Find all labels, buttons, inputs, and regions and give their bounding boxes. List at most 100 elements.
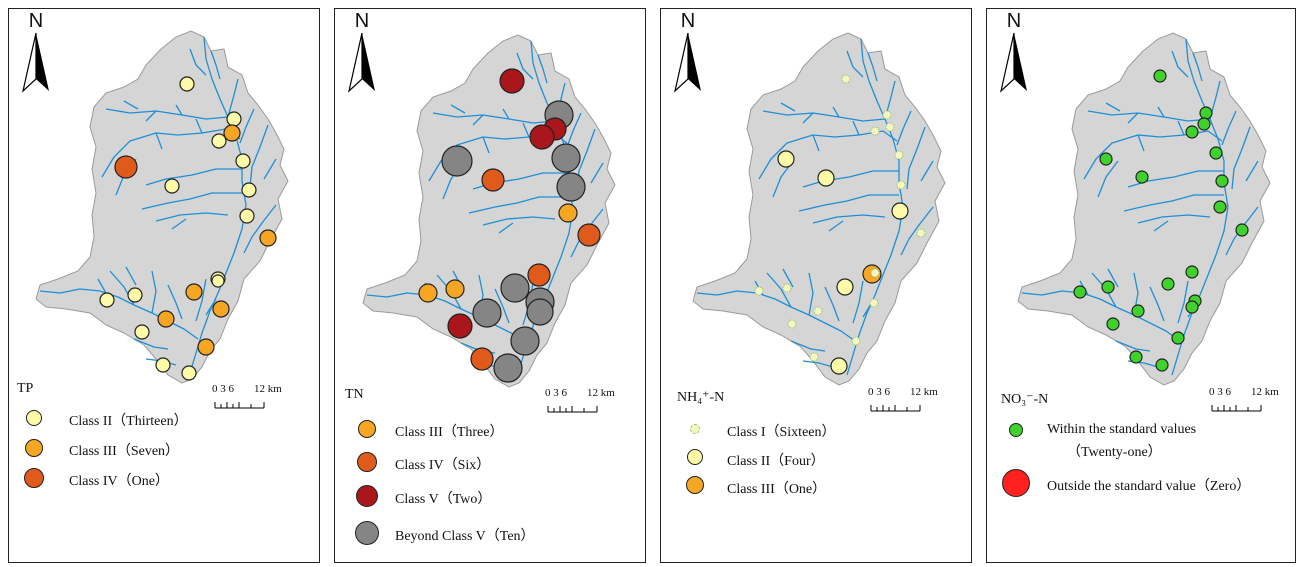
river-line bbox=[498, 222, 514, 234]
sampling-site-marker bbox=[157, 310, 175, 328]
sampling-site-marker bbox=[1135, 170, 1149, 184]
river-line bbox=[482, 216, 556, 226]
river-line bbox=[1083, 130, 1223, 180]
scale-bar-graphic bbox=[1211, 405, 1262, 412]
map-panel-no3n: N 0 3 6 12 km NO₃⁻-N Within the standard… bbox=[986, 8, 1296, 563]
class-iii-symbol bbox=[686, 476, 704, 494]
sampling-site-marker bbox=[1073, 285, 1087, 299]
river-line bbox=[1149, 286, 1165, 322]
sampling-site-marker bbox=[787, 319, 797, 329]
north-arrow-icon bbox=[347, 32, 375, 93]
sampling-site-marker bbox=[181, 365, 197, 381]
river-line bbox=[516, 52, 534, 80]
sampling-site-marker bbox=[1215, 174, 1229, 188]
sampling-site-marker bbox=[223, 124, 241, 142]
sampling-site-marker bbox=[556, 172, 586, 202]
sampling-site-marker bbox=[1185, 265, 1199, 279]
watershed-boundary bbox=[692, 32, 946, 386]
sampling-site-marker bbox=[869, 298, 879, 308]
river-line bbox=[175, 104, 183, 116]
river-line bbox=[780, 102, 796, 112]
river-line bbox=[1231, 126, 1251, 190]
river-line bbox=[1157, 106, 1165, 118]
sampling-site-marker bbox=[885, 122, 895, 132]
river-line bbox=[782, 268, 794, 288]
river-line bbox=[101, 128, 241, 178]
sampling-site-marker bbox=[211, 133, 227, 149]
sampling-site-marker bbox=[1101, 280, 1115, 294]
river-line bbox=[1245, 160, 1259, 182]
river-line bbox=[566, 112, 582, 148]
river-line bbox=[812, 214, 886, 224]
river-line bbox=[105, 108, 229, 120]
map-panel-tn: N 0 3 6 12 km TN Class III（Three） Class … bbox=[334, 8, 646, 563]
river-line bbox=[450, 104, 466, 114]
river-line bbox=[432, 112, 556, 124]
river-line bbox=[263, 158, 277, 180]
river-line bbox=[195, 278, 207, 322]
parameter-label: NO₃⁻-N bbox=[1001, 392, 1049, 407]
river-line bbox=[852, 120, 860, 136]
sampling-site-marker bbox=[114, 155, 138, 179]
river-line bbox=[828, 220, 844, 232]
river-line bbox=[1087, 110, 1211, 122]
river-line bbox=[900, 206, 934, 256]
class-iv-symbol bbox=[24, 468, 44, 488]
river-line bbox=[852, 280, 864, 324]
class-iii-symbol bbox=[358, 420, 376, 438]
sampling-site-marker bbox=[882, 110, 892, 120]
river-line bbox=[824, 286, 840, 322]
north-arrow: N bbox=[347, 11, 377, 98]
class-iii-symbol bbox=[25, 439, 43, 457]
sampling-site-marker bbox=[1129, 350, 1143, 364]
sampling-site-marker bbox=[809, 352, 819, 362]
river-line bbox=[239, 108, 255, 144]
sampling-site-marker bbox=[155, 357, 171, 373]
sampling-site-marker bbox=[851, 336, 861, 346]
north-arrow: N bbox=[999, 11, 1029, 98]
river-line bbox=[189, 36, 247, 374]
river-line bbox=[1192, 52, 1203, 82]
sampling-site-marker bbox=[493, 353, 523, 383]
river-line bbox=[482, 136, 490, 154]
sampling-site-marker bbox=[472, 298, 502, 328]
river-line bbox=[802, 170, 899, 188]
river-line bbox=[243, 204, 277, 254]
river-line bbox=[123, 100, 139, 110]
river-line bbox=[1107, 268, 1119, 288]
sampling-site-marker bbox=[891, 202, 909, 220]
river-line bbox=[522, 122, 530, 138]
river-line bbox=[762, 110, 886, 122]
class-iv-symbol bbox=[357, 452, 377, 472]
sampling-site-marker bbox=[185, 283, 203, 301]
river-line bbox=[590, 162, 604, 184]
sampling-site-marker bbox=[1199, 106, 1213, 120]
north-arrow: N bbox=[21, 11, 51, 98]
sampling-site-marker bbox=[1185, 300, 1199, 314]
sampling-site-marker bbox=[510, 326, 540, 356]
river-line bbox=[537, 54, 548, 84]
sampling-site-marker bbox=[226, 111, 242, 127]
river-line bbox=[1105, 102, 1121, 112]
river-line bbox=[141, 192, 242, 210]
river-line bbox=[802, 112, 814, 124]
sampling-site-marker bbox=[1153, 69, 1167, 83]
map-panel-tp: N 0 3 6 12 km TP Class II（Thirteen） Clas… bbox=[8, 8, 320, 563]
river-line bbox=[906, 126, 926, 190]
sampling-site-marker bbox=[99, 292, 115, 308]
sampling-site-marker bbox=[896, 180, 906, 190]
sampling-site-marker bbox=[481, 168, 505, 192]
sampling-site-marker bbox=[551, 143, 581, 173]
sampling-site-marker bbox=[813, 306, 823, 316]
sampling-site-marker bbox=[558, 203, 578, 223]
sampling-site-marker bbox=[1155, 358, 1169, 372]
sampling-site-marker bbox=[1209, 146, 1223, 160]
sampling-site-marker bbox=[164, 178, 180, 194]
river-line bbox=[812, 134, 820, 152]
sampling-site-marker bbox=[782, 283, 792, 293]
north-arrow-icon bbox=[673, 32, 701, 93]
north-arrow-icon bbox=[999, 32, 1027, 93]
river-line bbox=[1137, 134, 1145, 152]
sampling-site-marker bbox=[239, 208, 255, 224]
sampling-site-marker bbox=[1213, 200, 1227, 214]
